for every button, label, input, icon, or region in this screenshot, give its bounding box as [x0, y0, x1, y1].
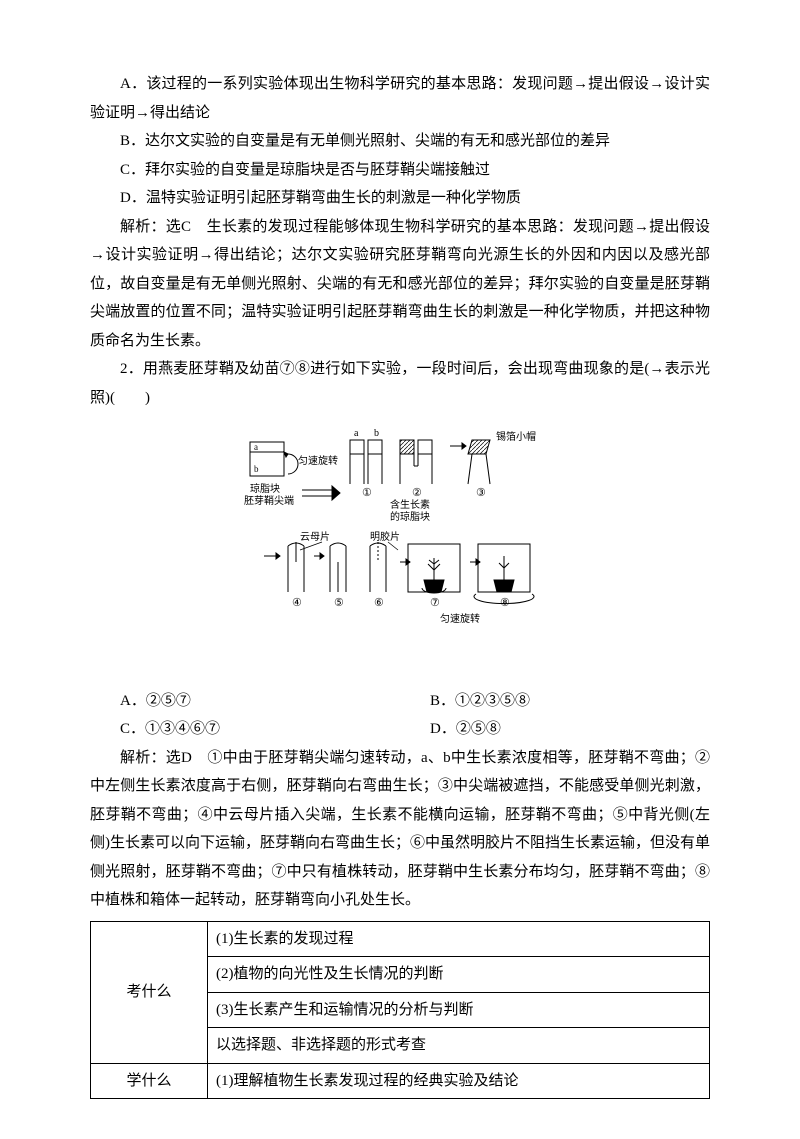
svg-text:匀速旋转: 匀速旋转	[440, 612, 480, 625]
cell-kaoshenme: 考什么	[91, 921, 208, 1063]
svg-text:匀速旋转: 匀速旋转	[298, 454, 338, 467]
q2-options-row1: A．②⑤⑦ B．①②③⑤⑧	[90, 687, 710, 716]
svg-text:的琼脂块: 的琼脂块	[390, 510, 430, 523]
cell-r1-3: (3)生长素产生和运输情况的分析与判断	[208, 992, 710, 1028]
svg-text:⑧: ⑧	[500, 597, 510, 609]
svg-text:胚芽鞘尖端: 胚芽鞘尖端	[244, 494, 294, 507]
svg-text:⑥: ⑥	[374, 597, 384, 609]
svg-text:b: b	[374, 428, 379, 439]
q2-opt-b: B．①②③⑤⑧	[400, 687, 710, 716]
svg-text:⑤: ⑤	[334, 597, 344, 609]
cell-r1-2: (2)植物的向光性及生长情况的判断	[208, 957, 710, 993]
svg-text:锡箔小帽: 锡箔小帽	[496, 430, 536, 443]
svg-text:②: ②	[412, 487, 422, 499]
option-a: A．该过程的一系列实验体现出生物科学研究的基本思路：发现问题→提出假设→设计实验…	[90, 70, 710, 127]
q2-opt-a: A．②⑤⑦	[90, 687, 400, 716]
q2-opt-d: D．②⑤⑧	[400, 715, 710, 744]
svg-text:琼脂块: 琼脂块	[250, 482, 280, 495]
svg-text:a: a	[354, 428, 359, 439]
analysis-2: 解析：选D ①中由于胚芽鞘尖端匀速转动，a、b中生长素浓度相等，胚芽鞘不弯曲；②…	[90, 744, 710, 915]
svg-text:⑦: ⑦	[430, 597, 440, 609]
q2-opt-c: C．①③④⑥⑦	[90, 715, 400, 744]
option-d: D．温特实验证明引起胚芽鞘弯曲生长的刺激是一种化学物质	[90, 184, 710, 213]
svg-text:b: b	[254, 464, 259, 474]
cell-r2-1: (1)理解植物生长素发现过程的经典实验及结论	[208, 1063, 710, 1099]
svg-text:含生长素: 含生长素	[390, 498, 430, 511]
svg-text:a: a	[254, 442, 258, 452]
cell-r1-1: (1)生长素的发现过程	[208, 921, 710, 957]
cell-xueshenme: 学什么	[91, 1063, 208, 1099]
fig-item-rotating: a b 匀速旋转	[250, 442, 338, 476]
svg-text:④: ④	[292, 597, 302, 609]
study-table: 考什么 (1)生长素的发现过程 (2)植物的向光性及生长情况的判断 (3)生长素…	[90, 921, 710, 1100]
svg-text:云母片: 云母片	[300, 530, 330, 543]
option-c: C．拜尔实验的自变量是琼脂块是否与胚芽鞘尖端接触过	[90, 156, 710, 185]
svg-text:③: ③	[476, 487, 486, 499]
analysis-1: 解析：选C 生长素的发现过程能够体现生物科学研究的基本思路：发现问题→提出假设→…	[90, 213, 710, 356]
svg-text:①: ①	[362, 487, 372, 499]
question-2: 2．用燕麦胚芽鞘及幼苗⑦⑧进行如下实验，一段时间后，会出现弯曲现象的是(→表示光…	[90, 355, 710, 412]
experiment-figure: a b 匀速旋转 琼脂块 胚芽鞘尖端 a b	[90, 422, 710, 673]
svg-text:明胶片: 明胶片	[370, 530, 400, 543]
cell-r1-4: 以选择题、非选择题的形式考查	[208, 1028, 710, 1064]
page-container: A．该过程的一系列实验体现出生物科学研究的基本思路：发现问题→提出假设→设计实验…	[0, 0, 800, 1139]
option-b: B．达尔文实验的自变量是有无单侧光照射、尖端的有无和感光部位的差异	[90, 127, 710, 156]
q2-options-row2: C．①③④⑥⑦ D．②⑤⑧	[90, 715, 710, 744]
